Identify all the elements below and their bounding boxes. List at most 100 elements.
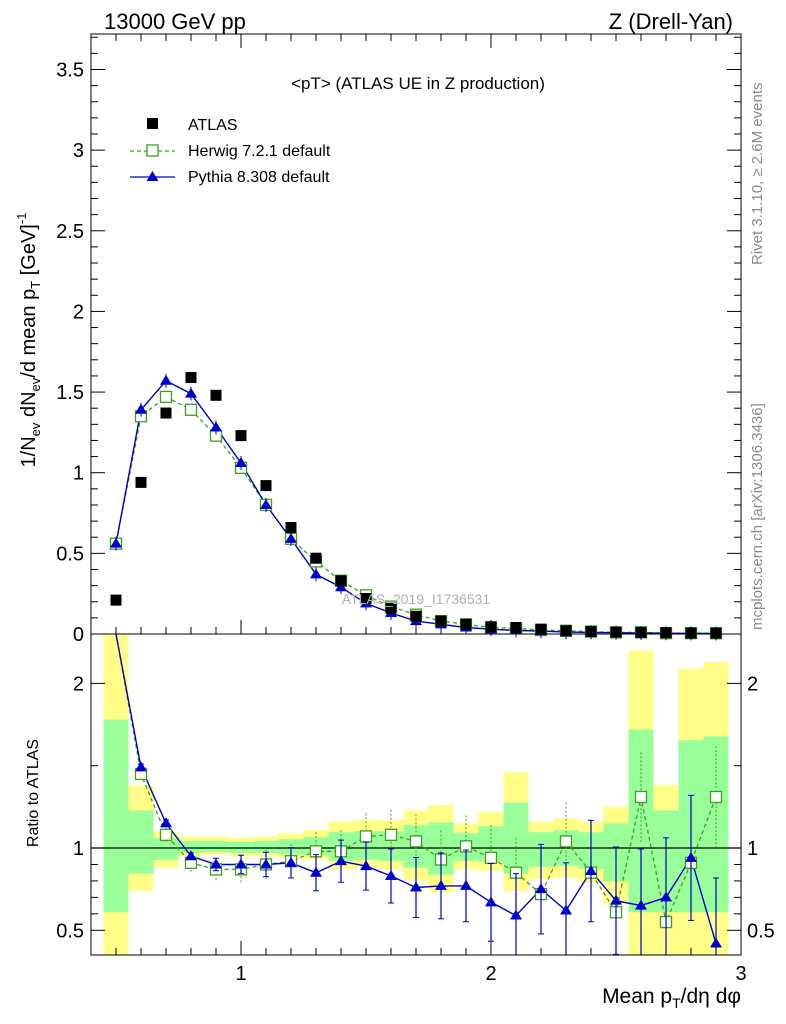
herwig-ratio-point: [709, 790, 723, 804]
atlas-point: [635, 626, 647, 638]
legend-atlas-marker: [147, 118, 158, 129]
x-axis-title: Mean pT/dη dφ: [602, 985, 741, 1011]
atlas-point: [710, 627, 722, 639]
pythia-ratio-point: [610, 894, 622, 905]
pythia-ratio-point: [310, 866, 322, 877]
atlas-point: [510, 622, 522, 634]
atlas-point: [285, 522, 297, 534]
chart-title: <pT> (ATLAS UE in Z production): [291, 74, 545, 93]
atlas-point: [110, 594, 122, 606]
herwig-ratio-point: [159, 828, 173, 841]
herwig-ratio-point: [484, 851, 498, 865]
atlas-point: [460, 618, 472, 630]
pythia-ratio-point: [210, 858, 222, 869]
mcplots-label: mcplots.cern.ch [arXiv:1306.3436]: [749, 403, 766, 630]
upper-y-tick-label: 2: [73, 301, 84, 323]
atlas-point: [410, 610, 422, 622]
x-tick-label: 1: [235, 963, 246, 985]
x-tick-label: 3: [735, 963, 746, 985]
pythia-ratio-point: [235, 858, 247, 869]
atlas-point: [260, 480, 272, 492]
pythia-ratio-point: [160, 817, 172, 828]
legend-herwig-marker: [146, 144, 159, 157]
pythia-ratio-point: [335, 855, 347, 866]
herwig-ratio-point: [409, 835, 423, 848]
uncertainty-band-inner: [153, 838, 179, 860]
energy-label: 13000 GeV pp: [104, 9, 246, 34]
herwig-ratio-point: [359, 830, 373, 843]
lower-y-tick-label-right: 2: [747, 673, 758, 695]
uncertainty-band-inner: [178, 841, 204, 853]
upper-y-tick-label: 1.5: [56, 382, 84, 404]
atlas-point: [560, 625, 572, 637]
atlas-point: [360, 593, 372, 605]
upper-y-tick-label: 3: [73, 140, 84, 162]
pythia-ratio-point: [135, 761, 147, 772]
upper-y-tick-label: 1: [73, 463, 84, 485]
pythia-ratio-point: [435, 879, 447, 890]
lower-frame: [90, 633, 742, 956]
atlas-point: [660, 627, 672, 639]
upper-y-axis-title: 1/Nev dNev/d mean pT [GeV]-1: [14, 213, 43, 468]
upper-y-tick-label: 3.5: [56, 59, 84, 81]
uncertainty-band-inner: [203, 841, 229, 852]
legend-pythia-marker: [146, 171, 159, 181]
upper-panel: 0 0.5 1 1.5 2 2.5 3 3.5: [56, 34, 742, 646]
herwig-point: [159, 390, 173, 404]
atlas-point: [235, 430, 247, 442]
x-tick-label: 2: [485, 963, 496, 985]
lower-y-tick-label: 2: [73, 673, 84, 695]
pythia-ratio-point: [185, 850, 197, 861]
atlas-point: [160, 407, 172, 419]
analysis-watermark: ATLAS_2019_I1736531: [342, 591, 491, 607]
pythia-ratio-point: [410, 881, 422, 892]
pythia-ratio-point: [710, 937, 722, 948]
lower-y-tick-label: 0.5: [56, 920, 84, 942]
herwig-ratio-point: [384, 828, 398, 841]
pythia-ratio-point: [460, 879, 472, 890]
rivet-label: Rivet 3.1.10, ≥ 2.6M events: [749, 83, 766, 266]
atlas-point: [685, 627, 697, 639]
legend-atlas-label: ATLAS: [188, 117, 238, 134]
pythia-ratio-point: [485, 896, 497, 907]
process-label: Z (Drell-Yan): [609, 9, 733, 34]
lower-y-tick-label: 1: [73, 838, 84, 860]
lower-y-tick-label-right: 0.5: [747, 920, 775, 942]
pythia-ratio-point: [260, 858, 272, 869]
atlas-point: [385, 602, 397, 614]
pythia-ratio-point: [535, 883, 547, 894]
atlas-point: [135, 476, 147, 488]
atlas-point: [310, 552, 322, 564]
pythia-ratio-point: [585, 865, 597, 876]
upper-y-tick-label: 0: [73, 624, 84, 646]
pythia-ratio-point: [685, 851, 697, 862]
herwig-ratio-point: [634, 790, 648, 804]
atlas-point: [535, 623, 547, 635]
upper-y-tick-label: 0.5: [56, 543, 84, 565]
herwig-ratio-point: [559, 835, 573, 848]
atlas-point: [335, 575, 347, 587]
pythia-ratio-point: [510, 909, 522, 920]
atlas-point: [610, 626, 622, 638]
pythia-ratio-point: [635, 899, 647, 910]
uncertainty-band-inner: [253, 841, 279, 853]
pythia-ratio-point: [360, 860, 372, 871]
herwig-point: [184, 403, 198, 416]
pythia-ratio-point: [560, 904, 572, 915]
legend-herwig-label: Herwig 7.2.1 default: [188, 143, 331, 160]
uncertainty-band-inner: [103, 719, 129, 913]
uncertainty-band-inner: [278, 839, 304, 854]
atlas-point: [435, 615, 447, 627]
pythia-ratio-point: [385, 869, 397, 880]
uncertainty-band-inner: [128, 810, 154, 874]
lower-y-tick-label-right: 1: [747, 838, 758, 860]
lower-y-axis-title: Ratio to ATLAS: [25, 739, 42, 847]
atlas-point: [485, 621, 497, 633]
pythia-ratio-point: [660, 891, 672, 902]
legend: ATLAS Herwig 7.2.1 default Pythia 8.308 …: [130, 117, 331, 186]
upper-y-tick-label: 2.5: [56, 221, 84, 243]
atlas-point: [185, 372, 197, 384]
atlas-point: [210, 389, 222, 401]
legend-pythia-label: Pythia 8.308 default: [188, 169, 330, 186]
